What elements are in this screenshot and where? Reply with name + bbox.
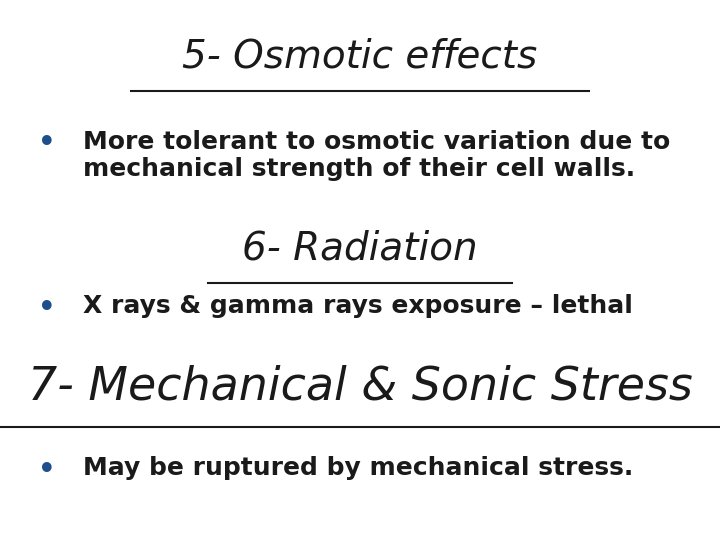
Text: More tolerant to osmotic variation due to
mechanical strength of their cell wall: More tolerant to osmotic variation due t… [83, 130, 670, 181]
Text: •: • [37, 127, 57, 160]
Text: •: • [37, 292, 57, 325]
Text: X rays & gamma rays exposure – lethal: X rays & gamma rays exposure – lethal [83, 294, 633, 318]
Text: May be ruptured by mechanical stress.: May be ruptured by mechanical stress. [83, 456, 633, 480]
Text: 5- Osmotic effects: 5- Osmotic effects [182, 38, 538, 76]
Text: 6- Radiation: 6- Radiation [242, 230, 478, 267]
Text: •: • [37, 454, 57, 487]
Text: 7- Mechanical & Sonic Stress: 7- Mechanical & Sonic Stress [27, 364, 693, 409]
